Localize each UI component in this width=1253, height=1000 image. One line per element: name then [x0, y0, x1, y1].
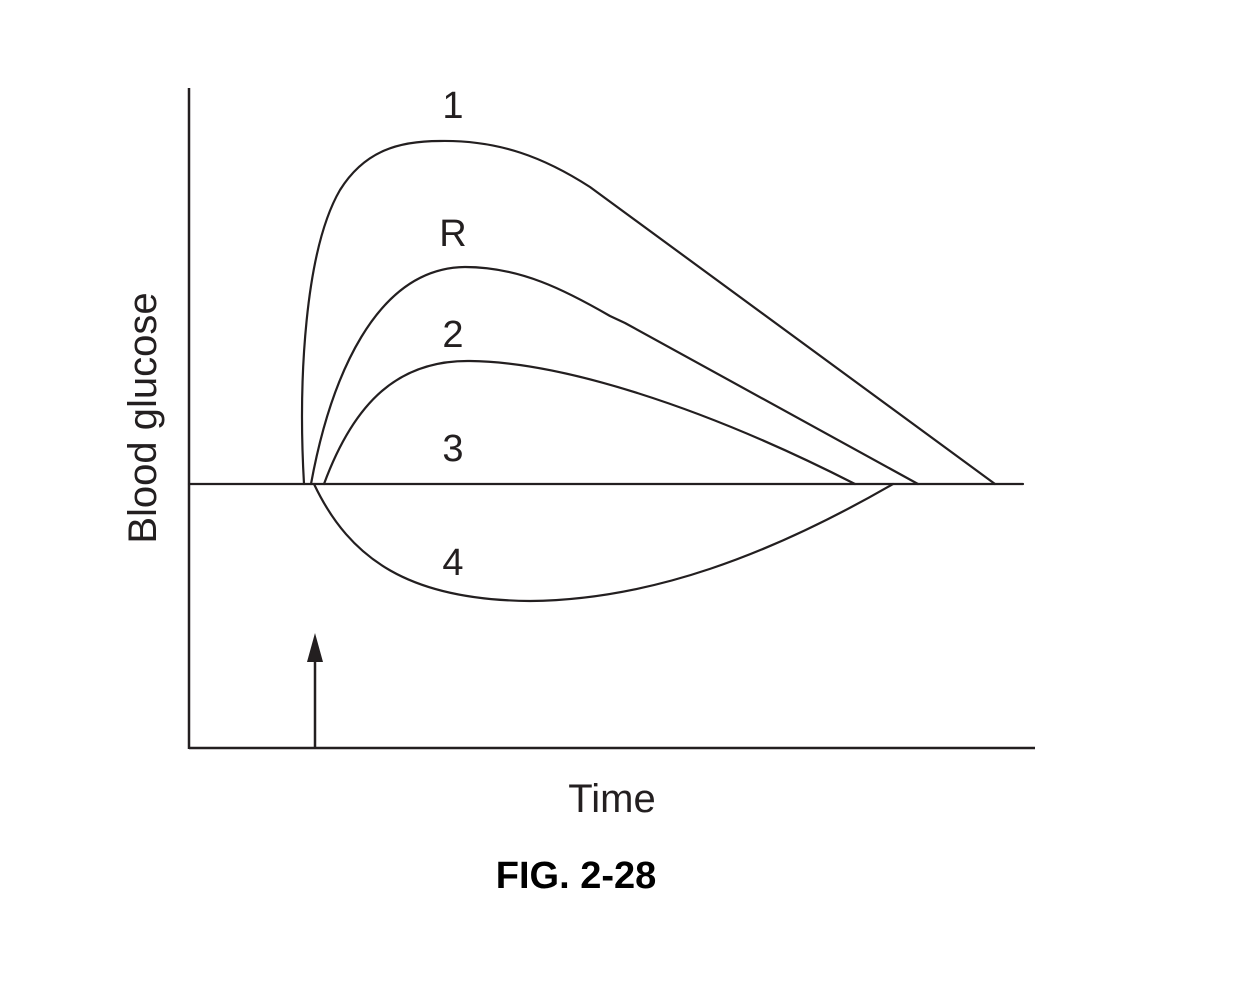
- series-2-label: 2: [442, 314, 463, 356]
- series-R-label: R: [439, 213, 466, 255]
- series-4-label: 4: [442, 542, 463, 584]
- series-1-label: 1: [442, 85, 463, 127]
- series-R-line: [309, 265, 920, 486]
- series-4-line: [312, 482, 895, 603]
- dose-arrow-head: [307, 633, 323, 662]
- x-axis-label: Time: [568, 777, 655, 821]
- series-2-line: [322, 359, 857, 486]
- y-axis-label: Blood glucose: [121, 292, 165, 543]
- series-1-line: [300, 139, 997, 486]
- series-3-label: 3: [442, 428, 463, 470]
- figure-caption: FIG. 2-28: [496, 855, 657, 897]
